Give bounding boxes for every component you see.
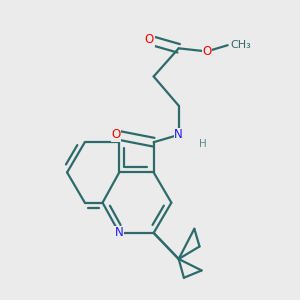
Text: N: N xyxy=(174,128,183,141)
Text: N: N xyxy=(115,226,124,239)
Text: H: H xyxy=(199,139,206,149)
Text: O: O xyxy=(202,45,212,58)
Text: O: O xyxy=(112,128,121,141)
Text: CH₃: CH₃ xyxy=(231,40,252,50)
Text: O: O xyxy=(145,34,154,46)
